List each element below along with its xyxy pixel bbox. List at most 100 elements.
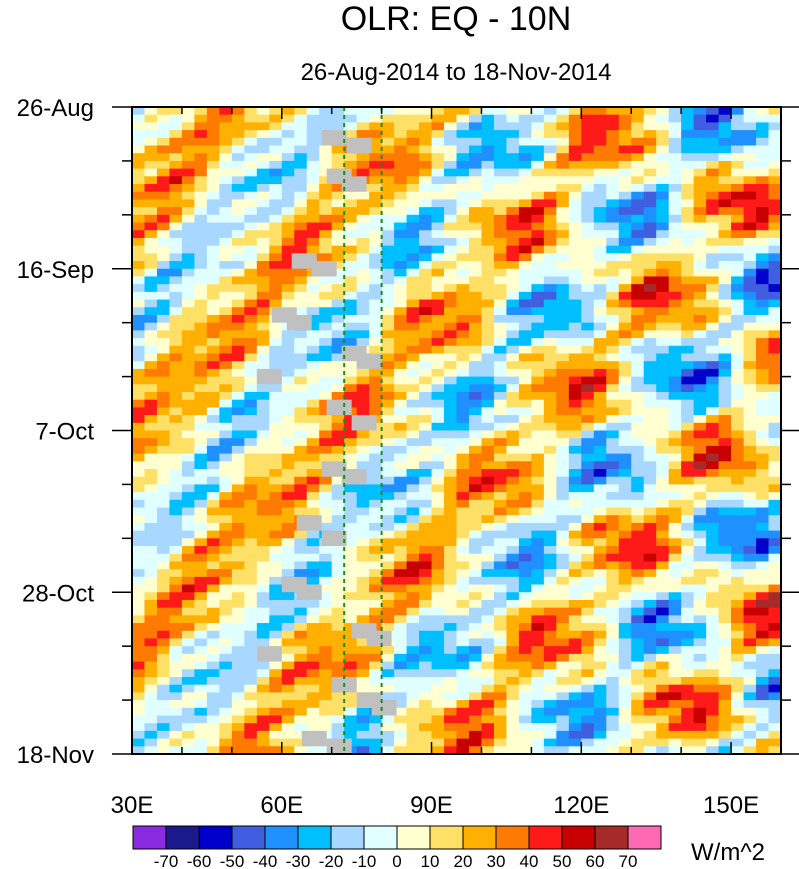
field-cell	[431, 746, 445, 754]
field-cell	[219, 291, 233, 301]
field-cell	[531, 114, 545, 123]
field-cell	[144, 438, 158, 447]
field-cell	[444, 268, 458, 278]
field-cell	[394, 707, 408, 717]
field-cell	[356, 738, 370, 747]
field-cell	[281, 284, 295, 293]
field-cell	[431, 507, 445, 516]
field-cell	[731, 284, 745, 293]
field-cell	[506, 284, 520, 293]
field-cell	[356, 461, 370, 470]
field-cell	[693, 576, 707, 586]
field-cell	[144, 599, 158, 609]
field-cell	[244, 453, 258, 462]
field-cell	[269, 615, 283, 624]
field-cell	[693, 607, 707, 616]
field-cell	[493, 391, 508, 401]
field-cell	[369, 746, 383, 754]
field-cell	[331, 492, 345, 501]
field-cell	[593, 230, 607, 239]
field-cell	[244, 430, 258, 439]
field-cell	[144, 661, 158, 670]
missing-patch	[301, 730, 327, 747]
field-cell	[244, 299, 258, 308]
field-cell	[456, 145, 470, 154]
field-cell	[144, 592, 158, 601]
field-cell	[181, 538, 195, 547]
field-cell	[481, 114, 495, 123]
field-cell	[643, 153, 657, 162]
field-cell	[132, 122, 146, 131]
field-cell	[518, 646, 532, 655]
field-cell	[731, 261, 745, 270]
field-cell	[731, 515, 745, 524]
field-cell	[706, 707, 720, 717]
field-cell	[419, 530, 433, 539]
field-cell	[306, 338, 320, 347]
field-cell	[706, 461, 720, 470]
field-cell	[169, 399, 183, 408]
field-cell	[319, 723, 333, 732]
field-cell	[206, 107, 220, 116]
field-cell	[768, 584, 781, 593]
field-cell	[356, 338, 370, 347]
field-cell	[144, 353, 158, 362]
field-cell	[406, 484, 420, 493]
field-cell	[281, 630, 295, 640]
field-cell	[344, 592, 358, 601]
field-cell	[419, 176, 433, 185]
field-cell	[406, 222, 420, 231]
field-cell	[381, 746, 395, 754]
field-cell	[231, 692, 245, 701]
field-cell	[756, 399, 770, 408]
field-cell	[331, 145, 345, 154]
field-cell	[681, 615, 695, 624]
field-cell	[256, 391, 270, 401]
field-cell	[194, 384, 208, 393]
field-cell	[656, 730, 670, 740]
field-cell	[568, 730, 582, 740]
field-cell	[294, 507, 308, 516]
field-cell	[294, 692, 308, 701]
field-cell	[468, 569, 483, 578]
field-cell	[306, 692, 320, 701]
field-cell	[693, 399, 707, 408]
field-cell	[394, 515, 408, 524]
field-cell	[518, 615, 532, 624]
field-cell	[419, 607, 433, 616]
field-cell	[581, 107, 595, 116]
field-cell	[356, 592, 370, 601]
field-cell	[406, 276, 420, 285]
field-cell	[419, 415, 433, 424]
field-cell	[244, 107, 258, 116]
field-cell	[593, 723, 607, 732]
field-cell	[381, 176, 395, 185]
field-cell	[568, 653, 582, 663]
field-cell	[693, 684, 707, 693]
field-cell	[593, 415, 607, 424]
field-cell	[731, 345, 745, 355]
field-cell	[606, 707, 620, 717]
field-cell	[618, 615, 632, 624]
field-cell	[244, 245, 258, 254]
field-cell	[643, 222, 657, 231]
field-cell	[706, 368, 720, 378]
field-cell	[643, 230, 657, 239]
field-cell	[419, 330, 433, 339]
field-cell	[344, 276, 358, 285]
field-cell	[556, 692, 570, 701]
field-cell	[169, 422, 183, 432]
x-axis: 30E 60E 90E 120E 150E	[111, 107, 782, 819]
field-cell	[132, 476, 146, 486]
field-cell	[281, 700, 295, 709]
field-cell	[493, 399, 508, 408]
field-cell	[319, 384, 333, 393]
field-cell	[306, 284, 320, 293]
field-cell	[643, 160, 657, 170]
field-cell	[581, 184, 595, 193]
field-cell	[731, 322, 745, 331]
field-cell	[419, 268, 433, 278]
field-cell	[468, 276, 483, 285]
field-cell	[506, 261, 520, 270]
field-cell	[206, 307, 220, 316]
